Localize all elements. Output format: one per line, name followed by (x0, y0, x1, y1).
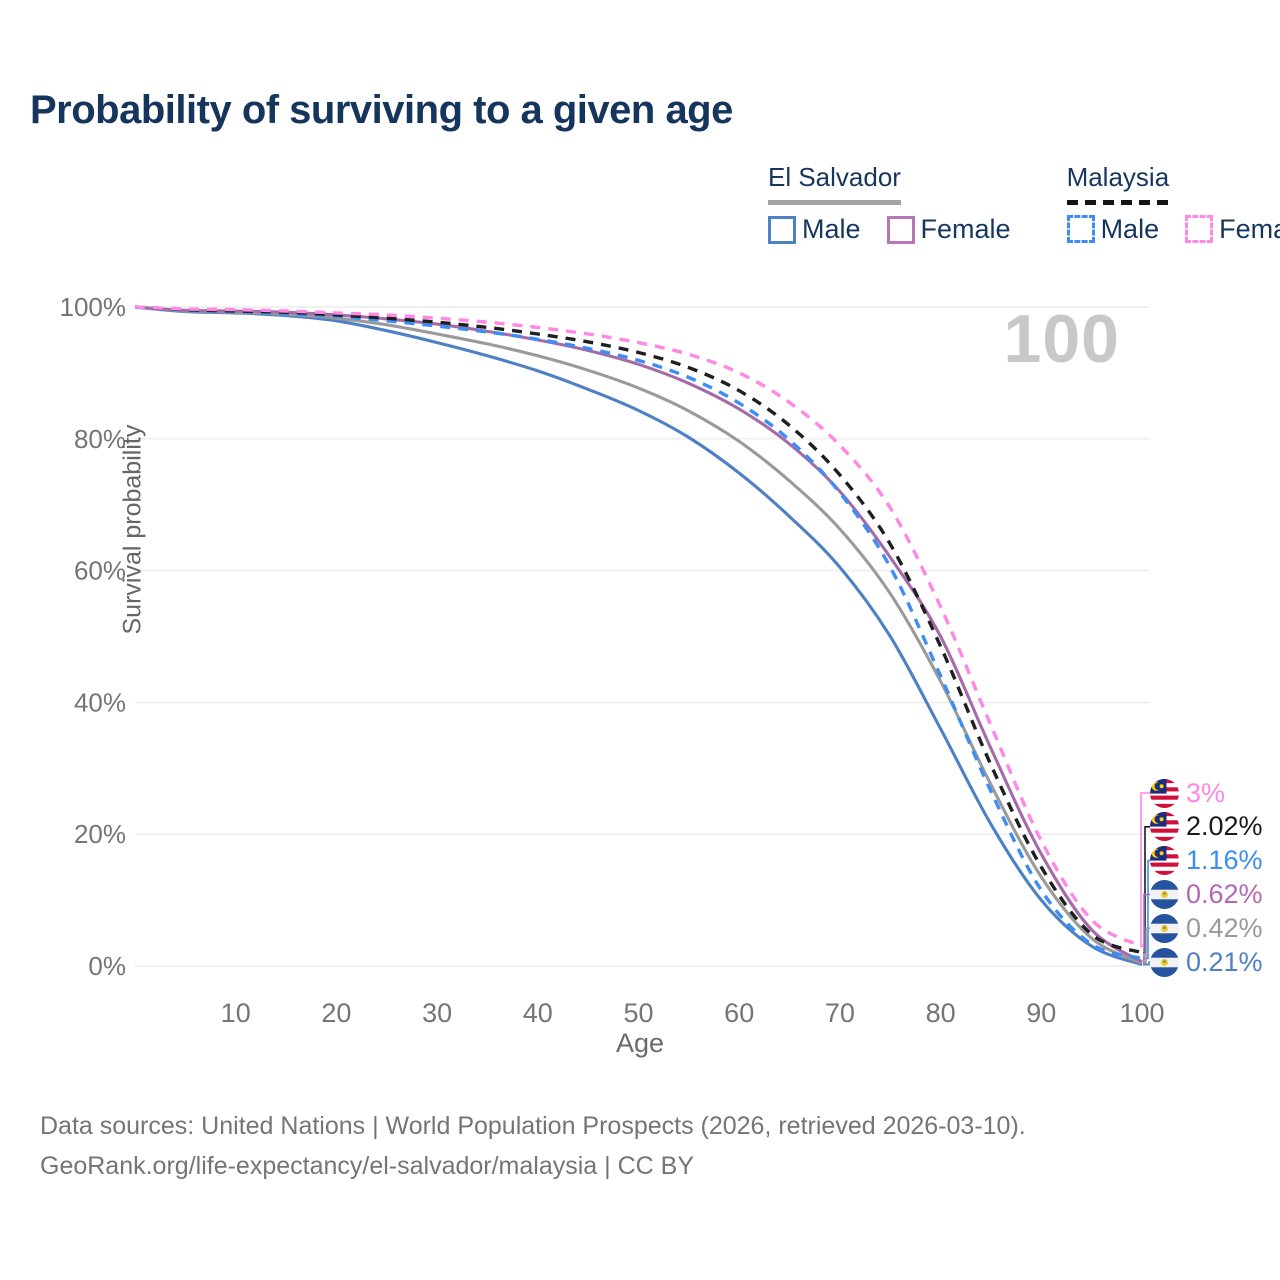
end-label-malaysia-male: 1.16% (1150, 845, 1263, 877)
leader-line-el-salvador-both-sexes (1143, 927, 1152, 964)
x-tick-label: 50 (623, 998, 653, 1028)
y-axis-title: Survival probability (118, 424, 147, 635)
series-el-salvador-female[interactable] (134, 305, 1143, 964)
series-el-salvador-male[interactable] (134, 305, 1143, 967)
end-label-value: 2.02% (1186, 811, 1263, 842)
y-tick-label: 80% (74, 424, 126, 454)
leader-line-el-salvador-female (1143, 893, 1152, 963)
end-label-malaysia-female: 3% (1150, 777, 1225, 809)
legend-item-label: Female (1219, 213, 1280, 244)
legend-item-el-salvador-female[interactable]: Female (886, 214, 1011, 245)
age-watermark: 100 (1003, 301, 1120, 377)
y-tick-label: 20% (74, 819, 126, 849)
legend-item-label: Male (1100, 213, 1160, 244)
el-salvador-flag-icon (1150, 879, 1179, 909)
y-tick-label: 0% (88, 951, 126, 981)
series-malaysia-female[interactable] (134, 305, 1143, 948)
x-tick-label: 80 (926, 998, 956, 1028)
leader-line-malaysia-female (1140, 792, 1152, 947)
malaysia-flag-icon (1150, 812, 1179, 842)
series-malaysia-male[interactable] (134, 305, 1143, 961)
end-label-malaysia-both-sexes: 2.02% (1150, 811, 1263, 843)
footer-source-line: Data sources: United Nations | World Pop… (40, 1112, 1026, 1140)
end-label-value: 0.42% (1186, 912, 1263, 943)
el-salvador-flag-icon (1150, 947, 1179, 977)
x-tick-label: 40 (523, 998, 553, 1028)
x-tick-label: 10 (221, 998, 251, 1028)
series-el-salvador-both-sexes[interactable] (134, 305, 1143, 965)
legend-swatch-icon[interactable] (886, 215, 915, 244)
x-tick-label: 100 (1119, 998, 1164, 1028)
legend-swatch-icon[interactable] (768, 215, 796, 244)
series-malaysia-both-sexes[interactable] (134, 305, 1143, 955)
y-tick-label: 40% (74, 687, 126, 717)
legend-country-label: El Salvador (768, 162, 901, 192)
legend-group-malaysia: Malaysia Male Female (1066, 162, 1280, 245)
page-title: Probability of surviving to a given age (30, 88, 733, 132)
y-tick-label: 60% (74, 556, 126, 586)
end-label-value: 1.16% (1186, 845, 1263, 876)
end-label-el-salvador-both-sexes: 0.42% (1150, 912, 1263, 944)
x-axis-title: Age (615, 1028, 665, 1058)
x-tick-label: 30 (422, 998, 452, 1028)
legend-item-label: Male (802, 214, 861, 244)
end-label-el-salvador-male: 0.21% (1150, 946, 1263, 978)
el-salvador-flag-icon (1150, 913, 1179, 943)
legend-underline-solid (768, 200, 901, 205)
legend-group-el-salvador: El Salvador Male Female (768, 162, 1011, 245)
legend: El Salvador Male Female Malaysia Male Female (768, 162, 1280, 245)
end-label-el-salvador-female: 0.62% (1150, 878, 1263, 910)
legend-item-el-salvador-male[interactable]: Male (768, 214, 861, 245)
legend-swatch-icon[interactable] (1066, 215, 1095, 243)
legend-country-label: Malaysia (1066, 162, 1170, 192)
legend-swatch-icon[interactable] (1185, 215, 1214, 243)
x-tick-label: 60 (724, 998, 754, 1028)
footer: Data sources: United Nations | World Pop… (40, 1106, 1026, 1186)
legend-item-label: Female (920, 214, 1011, 244)
legend-underline-dashed (1066, 200, 1170, 205)
end-label-value: 3% (1186, 777, 1226, 808)
footer-link-line: GeoRank.org/life-expectancy/el-salvador/… (40, 1152, 694, 1180)
malaysia-flag-icon (1150, 778, 1179, 808)
legend-item-malaysia-male[interactable]: Male (1066, 213, 1160, 245)
x-tick-label: 70 (825, 998, 855, 1028)
x-tick-label: 90 (1026, 998, 1056, 1028)
y-tick-label: 100% (60, 292, 127, 322)
malaysia-flag-icon (1150, 846, 1179, 876)
end-label-value: 0.21% (1186, 946, 1263, 977)
end-label-value: 0.62% (1186, 878, 1263, 909)
x-tick-label: 20 (321, 998, 351, 1028)
legend-item-malaysia-female[interactable]: Female (1185, 214, 1280, 245)
